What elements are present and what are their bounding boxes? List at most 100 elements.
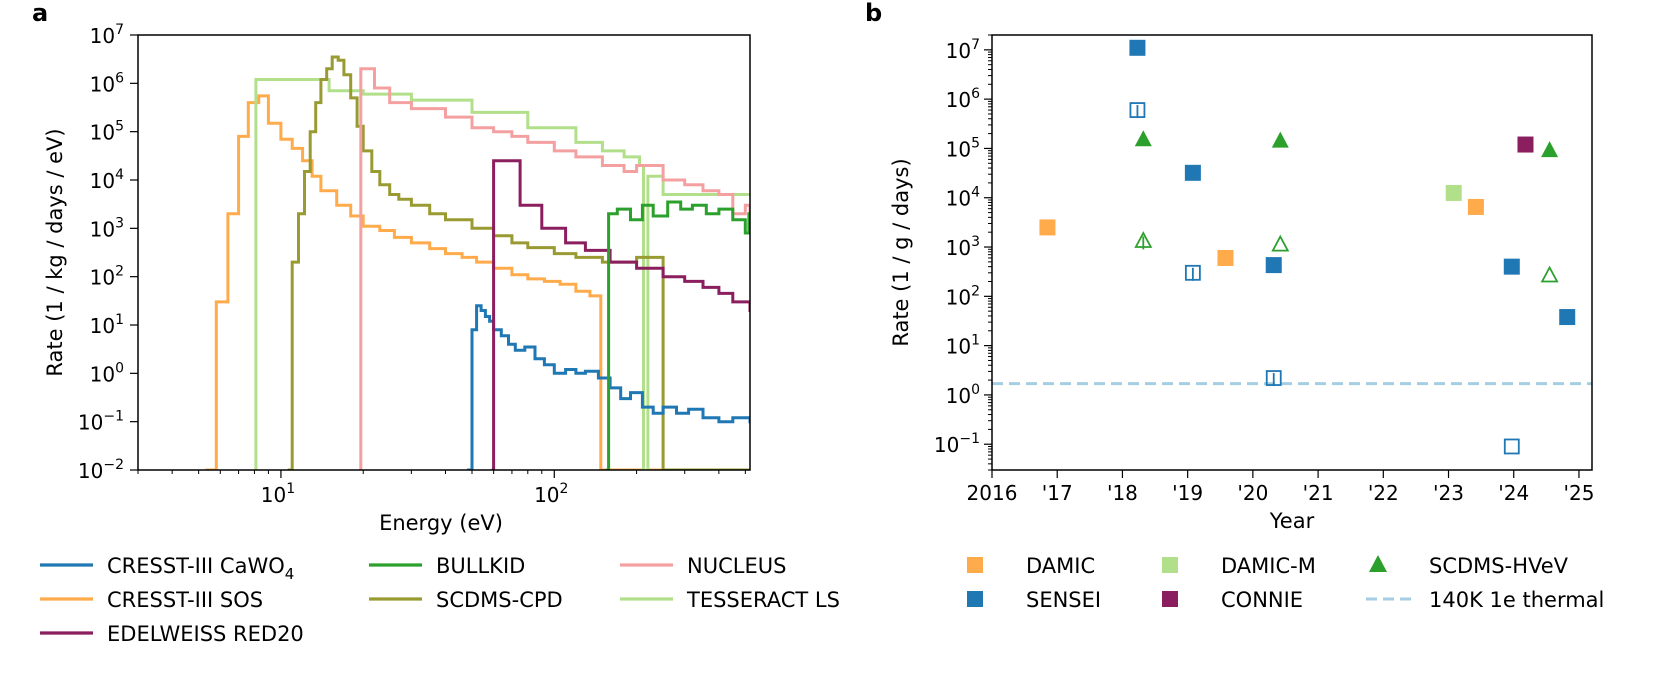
- marker-scdms-hvev: [1541, 141, 1559, 158]
- legend-item-damic: DAMIC: [967, 554, 1095, 578]
- legend-swatch: [1162, 557, 1178, 573]
- x-tick-label-exp: 1: [286, 481, 295, 497]
- legend-item-scdms-cpd: SCDMS-CPD: [369, 588, 563, 612]
- chart-a: 101 10210−210−1100101102103104105106107En…: [43, 22, 751, 535]
- x-tick-label: '17: [1042, 481, 1073, 505]
- marker-scdms-hvev: [1271, 234, 1290, 252]
- legend-label: EDELWEISS RED20: [107, 622, 304, 646]
- marker-damic: [1467, 198, 1484, 215]
- y-tick-label: 100: [946, 382, 980, 408]
- y-tick-label: 10−1: [78, 409, 124, 435]
- x-tick-label: '20: [1237, 481, 1268, 505]
- x-tick-label: 2016: [967, 481, 1018, 505]
- plot-a-frame: [137, 34, 751, 471]
- series-cresst-iii-cawo4: [467, 304, 750, 470]
- marker-scdms-hvev: [1134, 130, 1152, 147]
- y-tick-label: 105: [90, 119, 124, 145]
- y-tick-label: 105: [946, 135, 980, 161]
- legend-text: CRESST-III CaWO: [107, 554, 285, 578]
- legend-item-140k-1e-thermal: 140K 1e thermal: [1366, 588, 1604, 612]
- y-tick-label: 106: [946, 86, 980, 112]
- y-tick-label-exp: 5: [115, 119, 124, 135]
- y-tick-label-base: 10: [90, 121, 115, 145]
- legend-b: DAMIC DAMIC-M SCDMS-HVeV SENSEI CONNIE 140K 1…: [967, 554, 1604, 612]
- legend-item-damic-m: DAMIC-M: [1162, 554, 1316, 578]
- y-tick-label-exp: 6: [115, 70, 124, 86]
- y-tick-label-base: 10: [90, 266, 115, 290]
- y-tick-label-exp: 1: [115, 312, 124, 328]
- y-tick-label: 100: [90, 360, 124, 386]
- x-tick-label: 101: [261, 481, 295, 507]
- legend-label: SCDMS-HVeV: [1429, 554, 1569, 578]
- y-axis-label: Rate (1 / kg / days / eV): [43, 128, 67, 376]
- legend-item-connie: CONNIE: [1162, 588, 1303, 612]
- x-axis-label: Year: [1269, 509, 1315, 533]
- x-tick-label-base: 10: [261, 483, 286, 507]
- legend-swatch: [967, 591, 983, 607]
- x-axis-label: Energy (eV): [379, 511, 503, 535]
- legend-label: TESSERACT LS: [686, 588, 840, 612]
- y-tick-label: 101: [946, 333, 980, 359]
- x-tick-label: '18: [1107, 481, 1138, 505]
- marker-sensei: [1265, 257, 1282, 274]
- legend-label: SCDMS-CPD: [436, 588, 563, 612]
- x-tick-label: '21: [1303, 481, 1334, 505]
- y-tick-label-base: 10: [90, 169, 115, 193]
- y-tick-label-exp: 3: [971, 234, 980, 250]
- legend-label: DAMIC-M: [1221, 554, 1316, 578]
- y-tick-label-exp: 2: [115, 264, 124, 280]
- y-tick-label: 104: [90, 167, 124, 193]
- y-tick-label-base: 10: [90, 217, 115, 241]
- legend-text: EDELWEISS RED20: [107, 622, 304, 646]
- x-tick-label: '22: [1368, 481, 1399, 505]
- legend-text: TESSERACT LS: [686, 588, 840, 612]
- legend-text: BULLKID: [436, 554, 525, 578]
- y-tick-label-base: 10: [90, 24, 115, 48]
- legend-label: NUCLEUS: [687, 554, 786, 578]
- x-tick-label: '23: [1433, 481, 1464, 505]
- x-tick-label: 102: [534, 481, 568, 507]
- y-tick-label-base: 10: [90, 72, 115, 96]
- y-tick-label-exp: −2: [103, 457, 124, 473]
- y-tick-label: 107: [946, 37, 980, 63]
- y-tick-label: 104: [946, 185, 980, 211]
- legend-swatch: [1162, 591, 1178, 607]
- legend-item-cresst-iii-cawo4: CRESST-III CaWO4: [40, 554, 294, 583]
- series-tesseract-ls: [254, 78, 750, 470]
- y-tick-label-base: 10: [946, 187, 971, 211]
- chart-b: 10−11001011021031041051061072016'17'18'1…: [889, 34, 1594, 533]
- y-tick-label: 101: [90, 312, 124, 338]
- y-tick-label-base: 10: [946, 137, 971, 161]
- x-tick-label-exp: 2: [560, 481, 569, 497]
- y-tick-label-base: 10: [90, 362, 115, 386]
- y-tick-label-exp: 7: [115, 22, 124, 38]
- marker-sensei: [1129, 39, 1146, 56]
- y-tick-label: 10−2: [78, 457, 124, 483]
- marker-scdms-hvev: [1271, 131, 1289, 148]
- legend-item-edelweiss-red20: EDELWEISS RED20: [40, 622, 304, 646]
- y-tick-label-exp: 4: [115, 167, 124, 183]
- x-tick-label: '19: [1172, 481, 1203, 505]
- marker-sensei: [1503, 258, 1520, 275]
- y-tick-label-base: 10: [946, 88, 971, 112]
- marker-damic: [1217, 249, 1234, 266]
- y-tick-label: 102: [946, 283, 980, 309]
- y-tick-label-exp: 2: [971, 283, 980, 299]
- plot-b-marks: [992, 39, 1592, 455]
- legend-swatch: [1369, 555, 1387, 572]
- marker-scdms-hvev: [1540, 265, 1559, 283]
- y-tick-label: 102: [90, 264, 124, 290]
- panel-a-label: a: [32, 0, 48, 27]
- panel-b-label: b: [865, 0, 882, 27]
- x-tick-label: '24: [1498, 481, 1529, 505]
- x-tick-label-base: 10: [534, 483, 559, 507]
- y-tick-label-exp: 0: [115, 360, 124, 376]
- marker-sensei: [1559, 309, 1576, 326]
- y-tick-label-base: 10: [90, 314, 115, 338]
- y-tick-label-exp: 0: [971, 382, 980, 398]
- legend-label: DAMIC: [1026, 554, 1095, 578]
- marker-damic: [1039, 219, 1056, 236]
- legend-text: CRESST-III SOS: [107, 588, 263, 612]
- x-tick-label: '25: [1563, 481, 1594, 505]
- legend-label: CRESST-III SOS: [107, 588, 263, 612]
